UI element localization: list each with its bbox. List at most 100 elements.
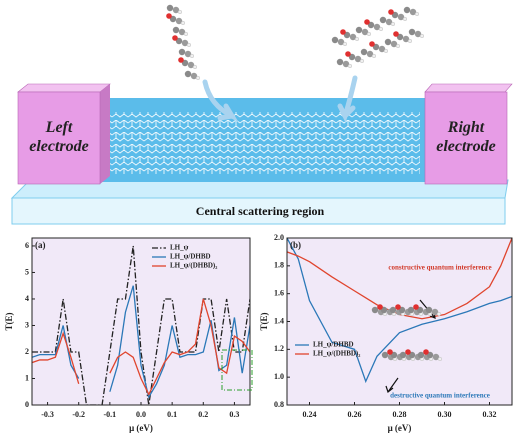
atom — [366, 50, 374, 58]
right-electrode-top — [424, 83, 513, 93]
atom — [178, 48, 186, 56]
annotation: destructive quantum interference — [390, 392, 490, 400]
atom — [369, 41, 375, 47]
y-tick-label: 1.4 — [274, 316, 284, 325]
atom — [192, 64, 198, 70]
atom — [414, 30, 422, 38]
y-tick-label: 1 — [25, 373, 29, 382]
legend-label: LH_ψ/DHBD — [313, 341, 354, 349]
x-tick-label: 0.26 — [348, 410, 362, 419]
region-label: Central scattering region — [195, 204, 325, 218]
atom — [437, 356, 443, 362]
right-electrode — [424, 91, 508, 185]
atom — [407, 306, 415, 314]
atom — [187, 61, 195, 69]
atom — [413, 304, 419, 310]
atom — [381, 351, 389, 359]
x-tick-label: 0.2 — [198, 410, 208, 419]
atom — [417, 351, 425, 359]
atom — [407, 38, 413, 44]
atom — [172, 35, 178, 41]
left-electrode-top — [17, 83, 111, 93]
series-line — [32, 298, 250, 396]
atom — [354, 55, 362, 63]
atom — [366, 31, 372, 37]
atom — [364, 19, 370, 25]
atom — [360, 48, 368, 56]
atom — [387, 349, 393, 355]
x-tick-label: 0.0 — [136, 410, 146, 419]
atom — [385, 18, 393, 26]
atom — [340, 29, 346, 35]
y-tick-label: 1.0 — [274, 372, 284, 381]
atom — [390, 40, 398, 48]
substrate-front — [11, 197, 506, 225]
annotation: constructive quantum interference — [388, 264, 491, 272]
atom — [189, 53, 195, 59]
atom — [178, 57, 184, 63]
x-tick-label: -0.1 — [104, 410, 117, 419]
series-line — [32, 285, 250, 399]
zoom-box — [221, 349, 253, 391]
atom — [389, 306, 397, 314]
atom — [371, 306, 379, 314]
panel-label: (a) — [35, 240, 46, 250]
atom — [166, 13, 172, 19]
atom — [337, 38, 345, 46]
atom — [425, 306, 433, 314]
x-tick-label: 0.30 — [438, 410, 452, 419]
atom — [397, 13, 405, 21]
atom — [395, 43, 401, 49]
atom — [354, 36, 360, 42]
atom — [331, 36, 339, 44]
x-tick-label: -0.3 — [41, 410, 54, 419]
panel-label: (b) — [290, 240, 301, 250]
atom — [345, 51, 351, 57]
left-electrode-label: Left electrode — [29, 119, 89, 155]
atom — [399, 351, 407, 359]
atom — [403, 6, 411, 14]
atom — [383, 48, 389, 54]
atom — [184, 50, 192, 58]
atom — [431, 308, 439, 316]
atom — [414, 11, 420, 17]
y-tick-label: 0 — [25, 400, 29, 409]
y-tick-label: 2.0 — [274, 233, 284, 242]
right-electrode-label: Right electrode — [436, 119, 496, 155]
atom — [195, 75, 201, 81]
y-tick-label: 1.2 — [274, 344, 284, 353]
y-tick-label: 4 — [25, 294, 29, 303]
atom — [378, 45, 386, 53]
atom — [408, 28, 416, 36]
atom — [393, 31, 399, 37]
atom — [384, 38, 392, 46]
y-tick-label: 1.6 — [274, 288, 284, 297]
y-axis-label: T(E) — [259, 312, 269, 330]
atom — [336, 58, 344, 66]
y-tick-label: 0.8 — [274, 400, 284, 409]
atom — [423, 349, 429, 355]
y-tick-label: 2 — [25, 347, 29, 356]
arrow — [202, 79, 239, 123]
left-electrode-side — [100, 84, 110, 184]
plot-area — [287, 238, 512, 405]
atom — [175, 17, 183, 25]
atom — [180, 20, 186, 26]
left-electrode — [17, 91, 101, 185]
atom — [183, 31, 189, 37]
atom — [347, 63, 353, 69]
y-tick-label: 5 — [25, 267, 29, 276]
atom — [373, 23, 381, 31]
atom — [181, 39, 189, 47]
atom — [184, 70, 192, 78]
x-tick-label: 0.1 — [167, 410, 177, 419]
atom — [186, 42, 192, 48]
atom — [172, 6, 180, 14]
atom — [436, 311, 442, 317]
atom — [402, 16, 408, 22]
device — [10, 83, 513, 225]
atom — [419, 33, 425, 39]
atom — [371, 53, 377, 59]
